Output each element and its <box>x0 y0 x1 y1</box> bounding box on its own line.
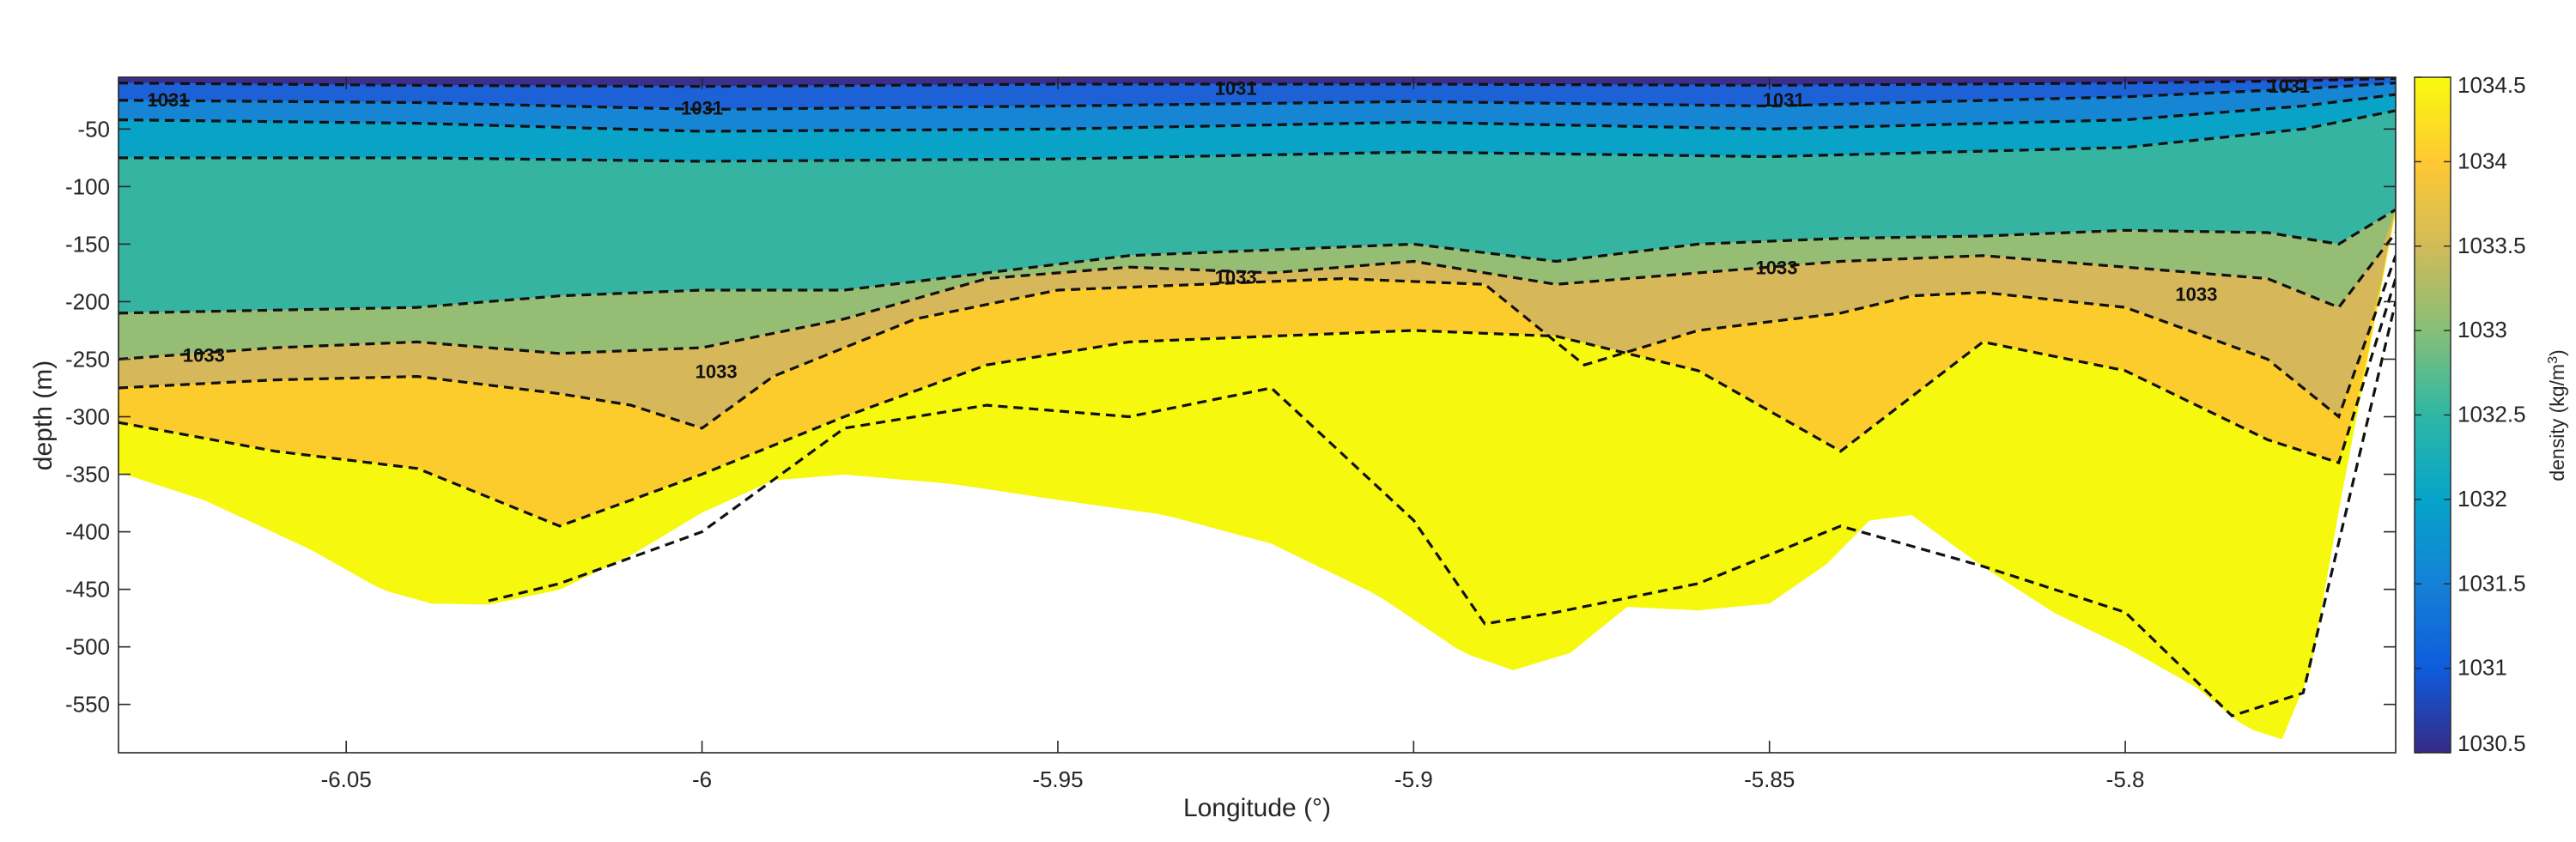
y-axis-label: depth (m) <box>29 360 58 470</box>
y-tick-label: -250 <box>65 346 110 372</box>
y-tick-label: -100 <box>65 173 110 199</box>
y-tick-label: -350 <box>65 462 110 488</box>
colorbar-ticks: 1030.5 1031 1031.5 1032 1032.5 1033 1033.5 1034… <box>2415 72 2526 756</box>
isopycnal-1033 <box>118 232 2396 361</box>
isopycnal-contour-labels: 1031 1031 1031 1031 1031 1033 1033 1033 1033 1033 <box>148 76 2311 383</box>
contour-label: 1031 <box>1763 89 1805 111</box>
colorbar-label-close: ) <box>2546 349 2568 356</box>
colorbar-tick-label: 1034.5 <box>2458 72 2526 98</box>
y-tick-label: -550 <box>65 692 110 718</box>
y-axis: -50 -100 -150 -200 -250 -300 -350 -400 -450 -500 -… <box>65 116 2396 718</box>
contour-label: 1031 <box>681 97 723 118</box>
contour-label: 1031 <box>2268 76 2310 97</box>
contour-label: 1033 <box>696 360 738 382</box>
isopycnal-1032 <box>118 109 2396 163</box>
x-tick-label: -5.9 <box>1394 766 1433 792</box>
isopycnal-1031 <box>118 77 2396 88</box>
y-tick-label: -400 <box>65 519 110 545</box>
colorbar-label-exponent: 3 <box>2546 356 2561 364</box>
contour-label: 1031 <box>1215 78 1257 100</box>
colorbar-label-base: density (kg/m <box>2546 364 2568 482</box>
isopycnal-1032.5 <box>118 208 2396 315</box>
contour-label: 1033 <box>183 345 225 366</box>
x-tick-label: -5.95 <box>1032 766 1083 792</box>
x-axis-label: Longitude (°) <box>1183 794 1331 822</box>
isopycnal-1031.5 <box>118 93 2396 133</box>
y-tick-label: -300 <box>65 404 110 430</box>
colorbar-tick-label: 1033.5 <box>2458 233 2526 258</box>
isopycnal-1034 <box>118 278 2396 528</box>
colorbar-tick-label: 1031 <box>2458 655 2507 681</box>
y-tick-label: -450 <box>65 577 110 603</box>
colorbar-tick-label: 1030.5 <box>2458 730 2526 756</box>
colorbar-tick-label: 1034 <box>2458 148 2507 173</box>
isopycnal-1033.5 <box>118 255 2396 430</box>
colorbar-label: density (kg/m3) <box>2546 349 2569 481</box>
x-tick-label: -6 <box>692 766 712 792</box>
y-tick-label: -50 <box>77 116 110 142</box>
x-tick-label: -5.85 <box>1744 766 1795 792</box>
y-tick-label: -200 <box>65 288 110 314</box>
isopycnal-1034.5 <box>488 301 2396 718</box>
isopycnal-contours <box>118 77 2396 718</box>
x-tick-label: -6.05 <box>321 766 372 792</box>
contour-label: 1033 <box>1215 266 1257 288</box>
colorbar-tick-label: 1032 <box>2458 486 2507 512</box>
colorbar-tick-label: 1033 <box>2458 317 2507 342</box>
x-tick-label: -5.8 <box>2106 766 2145 792</box>
contour-label: 1033 <box>2175 284 2217 306</box>
colorbar-tick-label: 1031.5 <box>2458 570 2526 596</box>
colorbar-tick-label: 1032.5 <box>2458 402 2526 427</box>
plot-frame <box>118 76 2397 754</box>
contour-label: 1031 <box>148 89 190 111</box>
y-tick-label: -150 <box>65 231 110 257</box>
y-tick-label: -500 <box>65 634 110 660</box>
isopycnal-1031 <box>118 82 2396 112</box>
x-axis: -6.05 -6 -5.95 -5.9 -5.85 -5.8 <box>321 77 2145 792</box>
contour-label: 1033 <box>1756 257 1798 279</box>
